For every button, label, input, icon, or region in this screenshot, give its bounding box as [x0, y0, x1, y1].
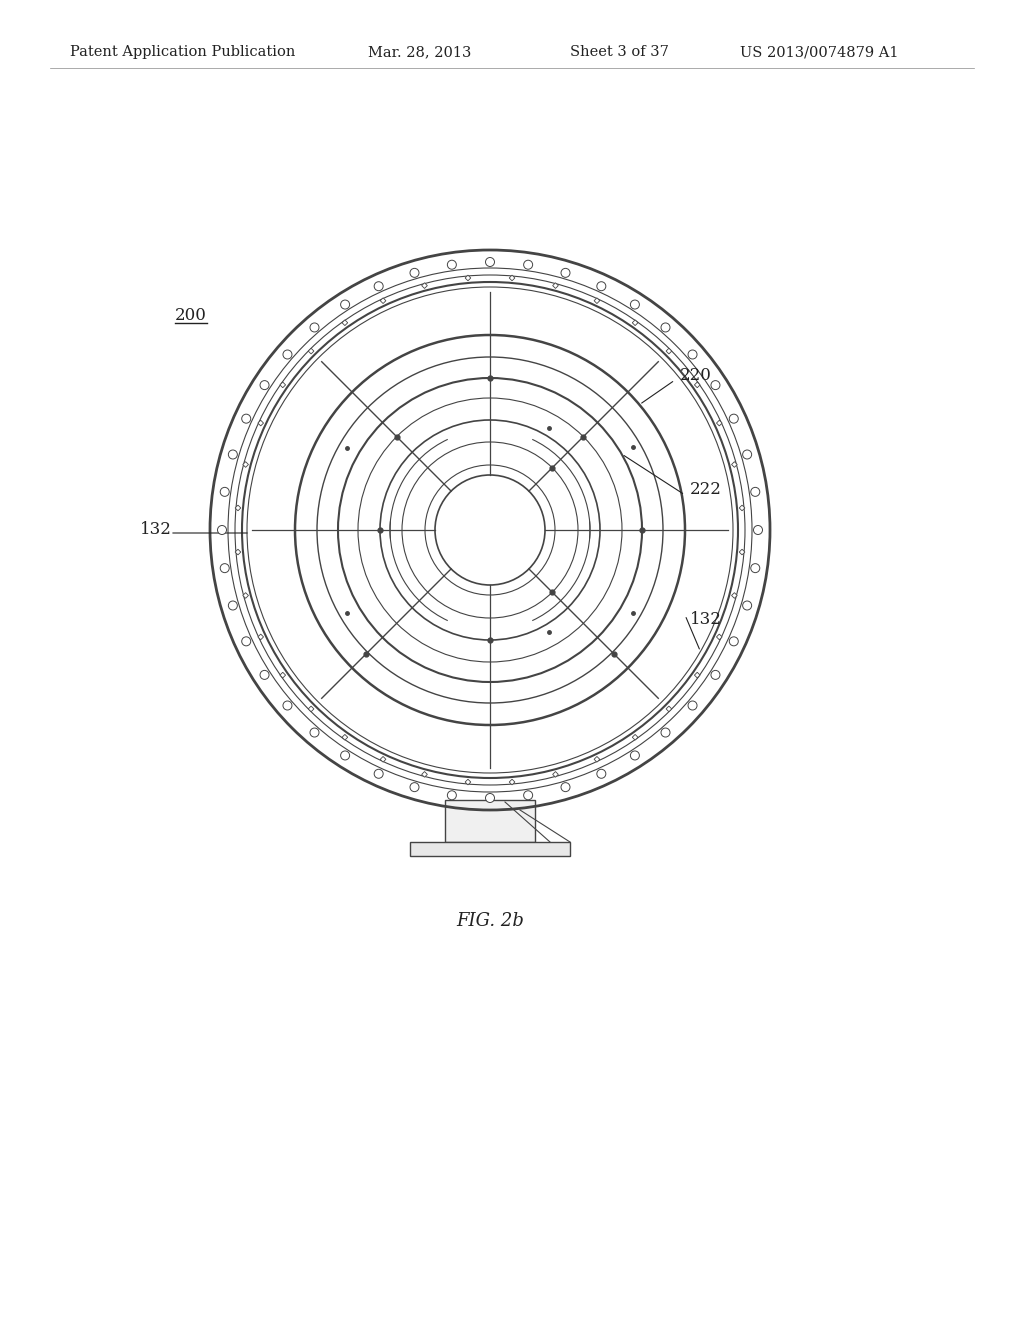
- Text: Patent Application Publication: Patent Application Publication: [70, 45, 295, 59]
- Bar: [308, 348, 314, 354]
- Bar: [739, 506, 744, 511]
- Bar: [666, 706, 672, 711]
- Circle shape: [217, 525, 226, 535]
- Circle shape: [631, 300, 639, 309]
- Bar: [243, 462, 249, 467]
- Circle shape: [242, 636, 251, 645]
- Circle shape: [688, 701, 697, 710]
- Circle shape: [742, 601, 752, 610]
- Circle shape: [523, 260, 532, 269]
- Circle shape: [561, 268, 570, 277]
- Circle shape: [283, 350, 292, 359]
- Bar: [380, 298, 386, 304]
- Circle shape: [751, 487, 760, 496]
- Bar: [380, 756, 386, 762]
- Text: Mar. 28, 2013: Mar. 28, 2013: [368, 45, 471, 59]
- Bar: [243, 593, 249, 598]
- Bar: [280, 672, 286, 678]
- Circle shape: [751, 564, 760, 573]
- Bar: [280, 381, 286, 388]
- Circle shape: [662, 323, 670, 331]
- Circle shape: [729, 414, 738, 424]
- Circle shape: [228, 601, 238, 610]
- Circle shape: [447, 791, 457, 800]
- Bar: [410, 842, 570, 855]
- Bar: [342, 319, 348, 326]
- Text: 132: 132: [140, 521, 172, 539]
- Circle shape: [597, 281, 606, 290]
- Circle shape: [220, 564, 229, 573]
- Circle shape: [242, 414, 251, 424]
- Text: 200: 200: [175, 306, 207, 323]
- Circle shape: [341, 300, 349, 309]
- Bar: [422, 772, 427, 777]
- Circle shape: [711, 380, 720, 389]
- Text: 220: 220: [680, 367, 712, 384]
- Text: Sheet 3 of 37: Sheet 3 of 37: [570, 45, 669, 59]
- Bar: [445, 800, 535, 842]
- Circle shape: [742, 450, 752, 459]
- Bar: [465, 779, 471, 785]
- Circle shape: [729, 636, 738, 645]
- Bar: [308, 706, 314, 711]
- Circle shape: [410, 783, 419, 792]
- Bar: [731, 462, 737, 467]
- Circle shape: [410, 268, 419, 277]
- Bar: [632, 319, 638, 326]
- Circle shape: [260, 380, 269, 389]
- Circle shape: [310, 323, 319, 331]
- Circle shape: [374, 770, 383, 779]
- Bar: [553, 282, 558, 289]
- Text: 222: 222: [690, 482, 722, 499]
- Bar: [465, 275, 471, 281]
- Bar: [739, 549, 744, 554]
- Bar: [258, 420, 263, 426]
- Bar: [342, 734, 348, 741]
- Bar: [509, 779, 515, 785]
- Circle shape: [597, 770, 606, 779]
- Circle shape: [485, 793, 495, 803]
- Bar: [422, 282, 427, 289]
- Bar: [509, 275, 515, 281]
- Bar: [236, 549, 241, 554]
- Circle shape: [228, 450, 238, 459]
- Circle shape: [523, 791, 532, 800]
- Circle shape: [310, 729, 319, 737]
- Circle shape: [662, 729, 670, 737]
- Bar: [258, 634, 263, 640]
- Bar: [666, 348, 672, 354]
- Circle shape: [688, 350, 697, 359]
- Circle shape: [447, 260, 457, 269]
- Circle shape: [341, 751, 349, 760]
- Bar: [594, 756, 600, 762]
- Text: US 2013/0074879 A1: US 2013/0074879 A1: [740, 45, 898, 59]
- Circle shape: [374, 281, 383, 290]
- Bar: [632, 734, 638, 741]
- Bar: [594, 298, 600, 304]
- Circle shape: [561, 783, 570, 792]
- Bar: [694, 381, 700, 388]
- Bar: [717, 420, 722, 426]
- Text: 132: 132: [690, 611, 722, 628]
- Circle shape: [283, 701, 292, 710]
- Circle shape: [220, 487, 229, 496]
- Bar: [236, 506, 241, 511]
- Bar: [694, 672, 700, 678]
- Circle shape: [711, 671, 720, 680]
- Circle shape: [754, 525, 763, 535]
- Circle shape: [485, 257, 495, 267]
- Circle shape: [631, 751, 639, 760]
- Bar: [553, 772, 558, 777]
- Circle shape: [260, 671, 269, 680]
- Text: FIG. 2b: FIG. 2b: [456, 912, 524, 931]
- Bar: [731, 593, 737, 598]
- Bar: [717, 634, 722, 640]
